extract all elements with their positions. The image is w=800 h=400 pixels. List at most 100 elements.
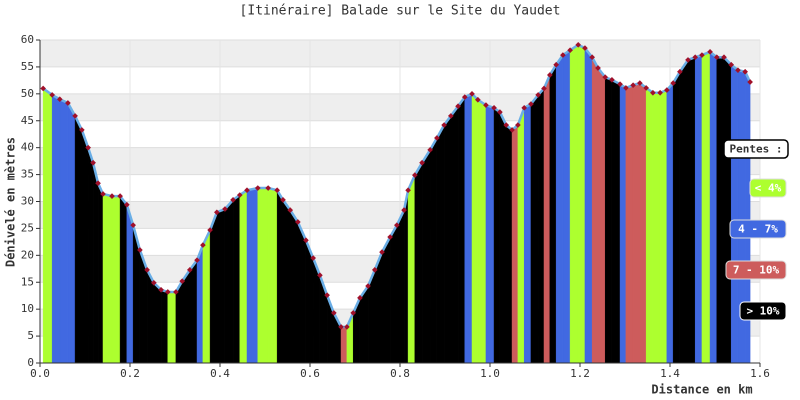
point-marker [713,54,720,61]
point-marker [317,272,323,279]
point-marker [124,201,130,208]
point-marker [707,49,713,55]
legend-title-box [723,139,789,159]
legend-label: 7 - 10% [733,264,780,277]
point-marker [427,146,433,153]
y-tick-label: 50 [21,87,34,100]
point-marker [187,267,193,273]
point-marker [497,109,503,115]
legend-label: < 4% [755,182,782,195]
point-marker [90,159,96,166]
slope-segment [119,195,128,364]
x-tick-label: 1.0 [480,367,500,380]
slope-segment [672,70,681,364]
point-marker [287,207,294,213]
y-axis-label: Dénivelé en mètres [4,137,18,267]
slope-segment [403,190,409,364]
point-marker [310,255,316,261]
point-marker [699,52,705,58]
legend-swatch [729,219,787,239]
slope-segment [485,104,495,364]
slope-segment [92,162,99,364]
slope-segment [239,189,248,364]
point-marker [394,222,400,229]
slope-segment [569,44,579,364]
x-tick-label: 0.0 [30,367,50,380]
point-marker [338,324,344,330]
point-marker [560,52,566,58]
slope-segment [562,49,571,364]
point-marker [547,72,553,78]
point-marker [109,193,115,199]
point-marker [617,81,623,87]
point-marker [448,113,454,119]
slope-segment [471,93,479,364]
point-marker [541,85,547,92]
y-tick-label: 25 [21,221,34,234]
x-tick-label: 1.4 [660,367,680,380]
point-marker [721,54,727,61]
x-tick-label: 1.6 [750,367,770,380]
point-marker [567,47,573,54]
point-marker [214,209,220,216]
point-marker [207,227,213,233]
slope-segment [591,57,599,364]
slope-segment [723,56,732,364]
slope-segment [257,187,269,364]
point-marker [173,289,179,295]
point-marker [244,187,250,194]
chart-title: [Itinéraire] Balade sur le Site du Yaude… [240,4,561,19]
point-marker [535,92,541,98]
point-marker [164,289,171,295]
point-marker [434,135,440,141]
slope-segment [111,195,121,364]
slope-segment [625,84,634,364]
slope-segment [464,93,473,364]
point-marker [528,101,534,107]
slope-segment [730,64,739,364]
slope-segment [59,98,69,364]
slope-segment [202,229,211,364]
point-marker [589,54,595,61]
point-marker [151,279,157,286]
slope-segment [196,245,204,364]
point-marker [222,206,228,212]
x-tick-label: 1.2 [570,367,590,380]
legend-swatch [725,260,787,280]
y-tick-label: 0 [27,356,34,369]
slope-segment [549,63,557,364]
point-marker [72,113,78,119]
slope-segment [389,224,398,364]
slope-segment [652,92,661,364]
point-marker [657,89,663,96]
point-marker [664,87,670,93]
slope-segment [407,175,416,364]
slope-segment [543,74,551,364]
point-marker [387,234,393,240]
point-marker [742,68,748,75]
point-marker [95,180,101,187]
point-marker [371,267,378,273]
slope-segment [67,102,76,364]
point-marker [650,89,656,96]
point-marker [324,292,330,298]
x-tick-label: 0.6 [300,367,320,380]
slope-segment [457,96,466,364]
legend-label: 4 - 7% [738,223,778,236]
y-tick-label: 15 [21,275,34,288]
slope-segment [216,208,226,364]
slope-segment [42,87,53,364]
point-marker [692,54,699,61]
y-tick-label: 35 [21,168,34,181]
slope-segment [679,59,689,364]
slope-segment [51,94,61,364]
slope-segment [160,289,169,364]
point-marker [350,310,357,316]
slope-segment [632,82,641,364]
point-marker [491,105,497,111]
slope-segment [584,47,593,364]
point-marker [582,45,588,51]
point-marker [515,122,521,128]
slope-segment [477,99,487,364]
point-marker [602,74,609,80]
